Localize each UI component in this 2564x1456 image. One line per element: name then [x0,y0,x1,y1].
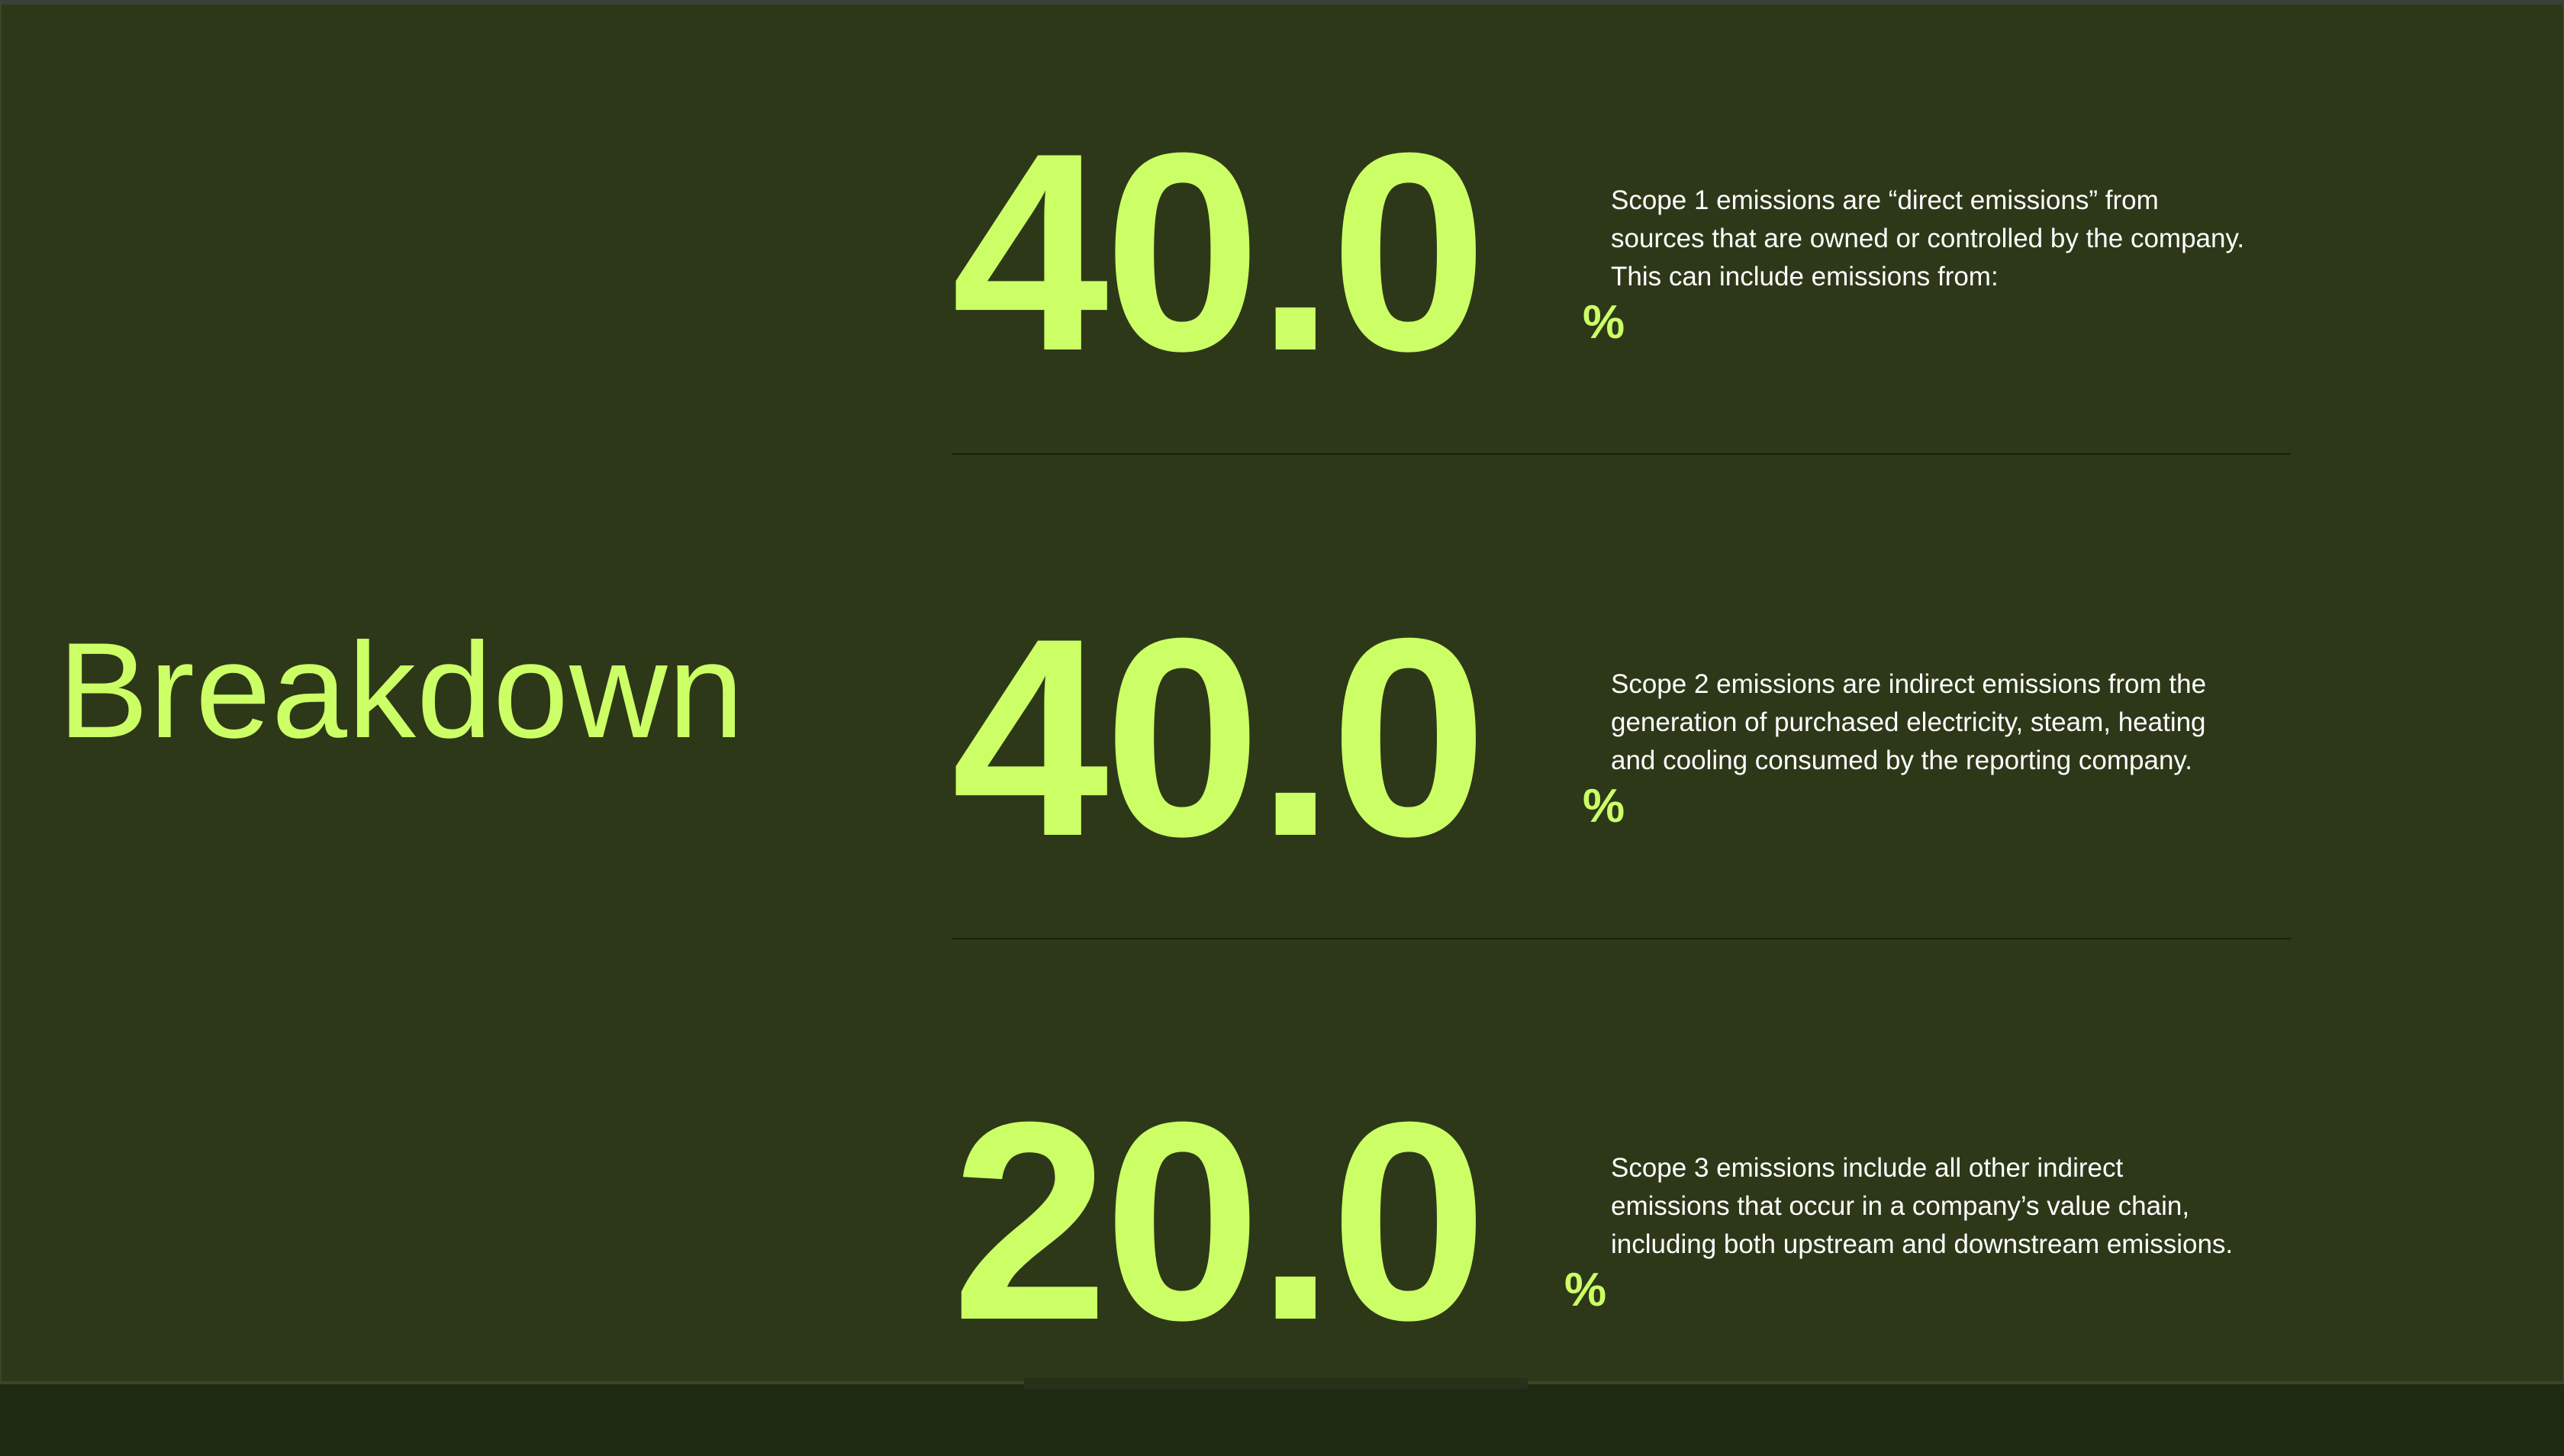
description-line: including both upstream and downstream e… [1611,1229,2234,1259]
scope-3-percent-sign: % [1564,1264,1607,1316]
description-line: sources that are owned or controlled by … [1611,224,2245,253]
scope-3-description: Scope 3 emissions include all other indi… [1611,1149,2298,1264]
description-line: and cooling consumed by the reporting co… [1611,746,2193,775]
description-line: This can include emissions from: [1611,262,1999,292]
description-line: generation of purchased electricity, ste… [1611,707,2206,737]
scope-breakdown-list: 40.0 % Scope 1 emissions are “direct emi… [952,5,2291,1389]
scope-2-percentage: 40.0 [952,580,1487,895]
row-divider [952,453,2291,455]
description-line: Scope 3 emissions include all other indi… [1611,1153,2124,1183]
scope-row-3: 20.0 % Scope 3 emissions include all oth… [952,972,2291,1456]
app-window: Breakdown 40.0 % Scope 1 emissions are “… [0,0,2564,1384]
description-line: emissions that occur in a company’s valu… [1611,1191,2190,1221]
scope-1-description: Scope 1 emissions are “direct emissions”… [1611,182,2298,296]
scope-2-percent-sign: % [1583,780,1625,833]
scope-1-percent-sign: % [1583,296,1625,349]
section-title: Breakdown [58,614,745,766]
scope-row-1: 40.0 % Scope 1 emissions are “direct emi… [952,5,2291,488]
row-divider [952,938,2291,939]
description-line: Scope 1 emissions are “direct emissions”… [1611,185,2159,215]
scope-2-description: Scope 2 emissions are indirect emissions… [1611,665,2298,780]
scope-1-percentage: 40.0 [952,95,1487,410]
description-line: Scope 2 emissions are indirect emissions… [1611,669,2207,699]
window-shadow-strip [1024,1378,1528,1389]
scope-row-2: 40.0 % Scope 2 emissions are indirect em… [952,488,2291,972]
scope-3-percentage: 20.0 [952,1064,1487,1379]
